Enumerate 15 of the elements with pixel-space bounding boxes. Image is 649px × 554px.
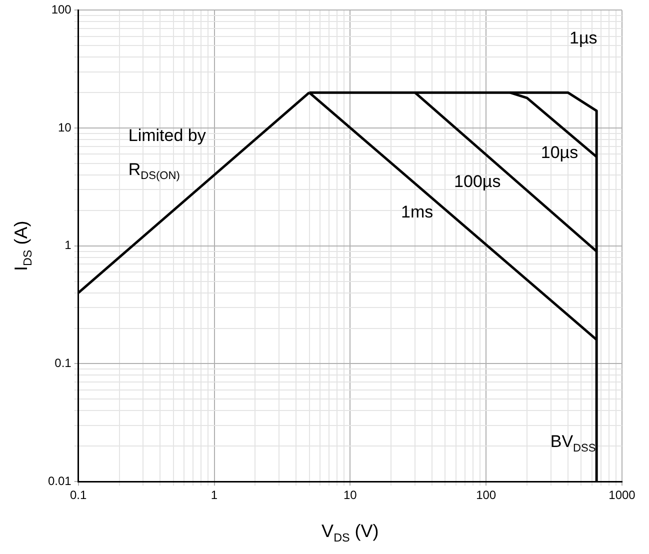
y-tick-label: 1 (64, 238, 72, 252)
series-label: 100µs (454, 172, 501, 191)
series-label: 1ms (400, 202, 434, 222)
series-label: 10µs (540, 143, 578, 162)
x-tick-label: 100 (476, 488, 496, 502)
x-tick-label: 10 (344, 488, 358, 502)
y-tick-label: 0.1 (54, 356, 72, 370)
text: 1µs (570, 28, 598, 48)
y-tick-label: 10 (58, 120, 72, 134)
x-tick-label: 0.1 (70, 488, 88, 502)
x-tick-label: 1000 (608, 488, 636, 502)
y-tick-label: 100 (51, 2, 72, 17)
y-tick-label: 0.01 (48, 474, 72, 488)
y-axis-title: IDS (A) (10, 220, 35, 272)
x-tick-label: 1 (210, 488, 218, 502)
